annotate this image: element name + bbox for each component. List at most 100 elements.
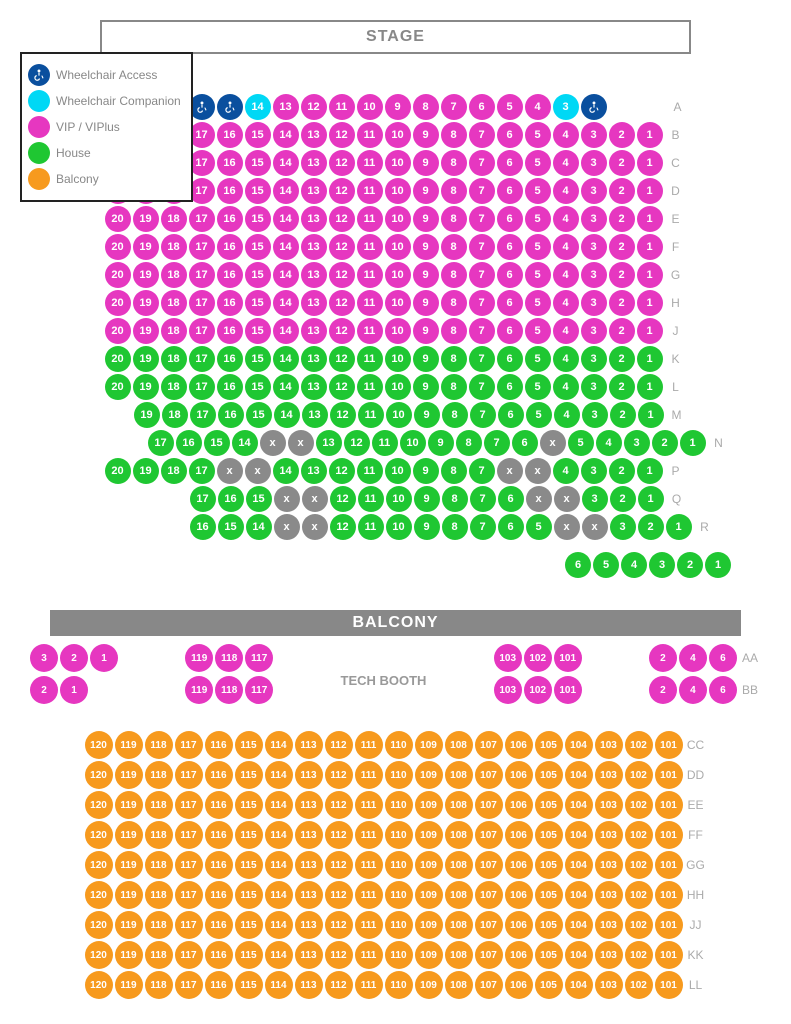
seat[interactable]: 13 xyxy=(301,290,327,316)
seat[interactable]: 5 xyxy=(593,552,619,578)
seat[interactable]: 113 xyxy=(295,731,323,759)
seat[interactable]: 118 xyxy=(145,881,173,909)
seat[interactable]: 14 xyxy=(273,122,299,148)
seat[interactable]: 8 xyxy=(441,374,467,400)
seat[interactable]: 17 xyxy=(189,458,215,484)
seat[interactable]: 15 xyxy=(246,486,272,512)
seat[interactable]: 1 xyxy=(666,514,692,540)
seat[interactable]: 13 xyxy=(301,346,327,372)
seat[interactable]: 11 xyxy=(357,178,383,204)
seat[interactable]: 116 xyxy=(205,941,233,969)
seat[interactable]: 14 xyxy=(273,178,299,204)
seat[interactable]: 118 xyxy=(145,761,173,789)
seat[interactable]: 112 xyxy=(325,911,353,939)
seat[interactable]: 9 xyxy=(413,290,439,316)
seat[interactable]: 7 xyxy=(469,178,495,204)
seat[interactable]: 4 xyxy=(553,122,579,148)
seat[interactable]: 112 xyxy=(325,761,353,789)
seat[interactable]: 14 xyxy=(273,346,299,372)
seat[interactable]: 19 xyxy=(133,290,159,316)
seat[interactable]: 2 xyxy=(609,234,635,260)
seat[interactable]: 9 xyxy=(413,374,439,400)
seat[interactable]: 110 xyxy=(385,941,413,969)
seat[interactable]: 6 xyxy=(565,552,591,578)
seat[interactable]: 120 xyxy=(85,911,113,939)
seat[interactable]: 2 xyxy=(609,318,635,344)
seat[interactable]: 1 xyxy=(637,150,663,176)
seat[interactable]: 105 xyxy=(535,821,563,849)
seat[interactable]: 2 xyxy=(649,644,677,672)
seat[interactable]: 101 xyxy=(655,851,683,879)
seat[interactable]: 108 xyxy=(445,851,473,879)
seat[interactable]: 13 xyxy=(316,430,342,456)
seat[interactable]: 13 xyxy=(273,94,299,120)
seat[interactable]: 111 xyxy=(355,851,383,879)
seat[interactable]: 119 xyxy=(115,911,143,939)
seat[interactable]: 16 xyxy=(217,234,243,260)
seat[interactable]: 107 xyxy=(475,761,503,789)
seat[interactable]: 7 xyxy=(470,486,496,512)
seat[interactable]: 11 xyxy=(357,150,383,176)
seat[interactable]: 1 xyxy=(637,234,663,260)
seat[interactable]: 107 xyxy=(475,971,503,999)
seat[interactable]: 2 xyxy=(609,374,635,400)
seat[interactable]: 118 xyxy=(145,821,173,849)
seat[interactable]: x xyxy=(274,486,300,512)
seat[interactable]: 14 xyxy=(273,318,299,344)
seat[interactable]: 8 xyxy=(413,94,439,120)
seat[interactable]: 1 xyxy=(637,178,663,204)
seat[interactable]: 116 xyxy=(205,761,233,789)
seat[interactable]: 111 xyxy=(355,821,383,849)
seat[interactable]: 4 xyxy=(553,458,579,484)
seat[interactable]: 109 xyxy=(415,941,443,969)
seat[interactable]: 120 xyxy=(85,881,113,909)
seat[interactable]: 1 xyxy=(638,486,664,512)
seat[interactable]: 15 xyxy=(245,318,271,344)
seat[interactable]: 14 xyxy=(273,206,299,232)
seat[interactable]: 108 xyxy=(445,971,473,999)
seat[interactable]: 114 xyxy=(265,881,293,909)
seat[interactable]: 8 xyxy=(441,206,467,232)
seat[interactable]: 1 xyxy=(637,206,663,232)
seat[interactable]: 16 xyxy=(217,150,243,176)
seat[interactable]: 115 xyxy=(235,731,263,759)
seat[interactable]: 8 xyxy=(441,122,467,148)
seat[interactable]: 20 xyxy=(105,234,131,260)
seat[interactable]: 10 xyxy=(385,374,411,400)
seat[interactable]: 9 xyxy=(428,430,454,456)
seat[interactable]: 12 xyxy=(329,318,355,344)
seat[interactable]: 107 xyxy=(475,791,503,819)
seat[interactable]: 112 xyxy=(325,791,353,819)
seat[interactable]: 18 xyxy=(161,234,187,260)
seat[interactable]: 115 xyxy=(235,821,263,849)
seat[interactable]: 104 xyxy=(565,731,593,759)
seat[interactable]: 8 xyxy=(442,486,468,512)
seat[interactable]: 13 xyxy=(301,150,327,176)
seat[interactable]: 6 xyxy=(497,122,523,148)
seat[interactable]: 17 xyxy=(189,234,215,260)
seat[interactable]: 12 xyxy=(329,178,355,204)
seat[interactable]: 113 xyxy=(295,761,323,789)
seat[interactable]: 20 xyxy=(105,458,131,484)
seat[interactable]: 115 xyxy=(235,851,263,879)
seat[interactable]: 17 xyxy=(189,206,215,232)
seat[interactable]: 2 xyxy=(610,402,636,428)
seat[interactable]: 1 xyxy=(705,552,731,578)
seat[interactable]: x xyxy=(525,458,551,484)
seat[interactable]: 5 xyxy=(525,346,551,372)
seat[interactable]: 109 xyxy=(415,731,443,759)
seat[interactable]: 113 xyxy=(295,791,323,819)
seat[interactable]: 3 xyxy=(553,94,579,120)
seat[interactable]: 108 xyxy=(445,761,473,789)
seat[interactable]: 18 xyxy=(161,458,187,484)
seat[interactable]: 20 xyxy=(105,318,131,344)
seat[interactable]: 103 xyxy=(595,911,623,939)
seat[interactable]: x xyxy=(260,430,286,456)
seat[interactable]: x xyxy=(540,430,566,456)
seat[interactable]: 105 xyxy=(535,971,563,999)
seat[interactable]: 3 xyxy=(581,122,607,148)
seat[interactable]: x xyxy=(302,514,328,540)
seat[interactable]: 4 xyxy=(553,290,579,316)
seat[interactable]: 117 xyxy=(245,644,273,672)
seat[interactable]: 8 xyxy=(442,514,468,540)
